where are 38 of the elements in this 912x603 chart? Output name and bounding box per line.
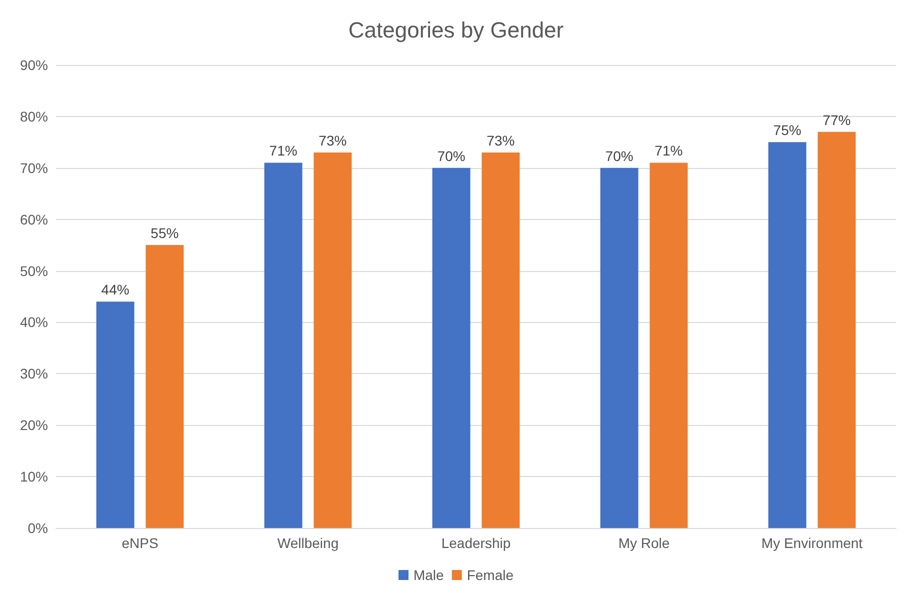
bar: [650, 162, 688, 528]
data-label: 73%: [318, 132, 347, 148]
y-tick-label: 60%: [20, 211, 48, 228]
bar: [314, 152, 352, 528]
bar: [482, 152, 520, 528]
y-tick-label: 0%: [28, 520, 48, 536]
y-tick-label: 70%: [20, 160, 48, 176]
legend-label: Female: [466, 567, 514, 583]
chart-title: Categories by Gender: [348, 18, 564, 42]
data-label: 73%: [486, 132, 515, 148]
y-tick-label: 10%: [20, 468, 48, 485]
bar: [818, 132, 856, 528]
x-tick-label: My Role: [618, 535, 670, 551]
data-label: 55%: [150, 225, 179, 242]
y-tick-label: 20%: [20, 417, 48, 434]
data-label: 71%: [269, 142, 298, 159]
y-tick-label: 30%: [20, 366, 48, 382]
y-tick-label: 80%: [20, 108, 48, 124]
data-label: 44%: [101, 282, 130, 298]
bar: [146, 245, 184, 528]
bar: [768, 142, 806, 528]
y-tick-label: 50%: [20, 262, 48, 279]
data-label: 71%: [654, 142, 683, 159]
y-tick-label: 90%: [20, 57, 48, 73]
data-label: 75%: [773, 122, 802, 138]
data-label: 70%: [605, 148, 634, 164]
x-tick-label: Wellbeing: [277, 535, 339, 551]
x-tick-label: Leadership: [441, 535, 511, 551]
bar: [432, 168, 470, 528]
bar: [96, 302, 134, 528]
x-tick-label: eNPS: [122, 535, 158, 551]
data-label: 70%: [437, 148, 466, 164]
x-tick-label: My Environment: [761, 535, 863, 551]
bar: [600, 168, 638, 528]
legend-label: Male: [413, 567, 444, 583]
bar: [264, 162, 302, 528]
y-tick-label: 40%: [20, 314, 48, 330]
data-label: 77%: [822, 112, 851, 128]
